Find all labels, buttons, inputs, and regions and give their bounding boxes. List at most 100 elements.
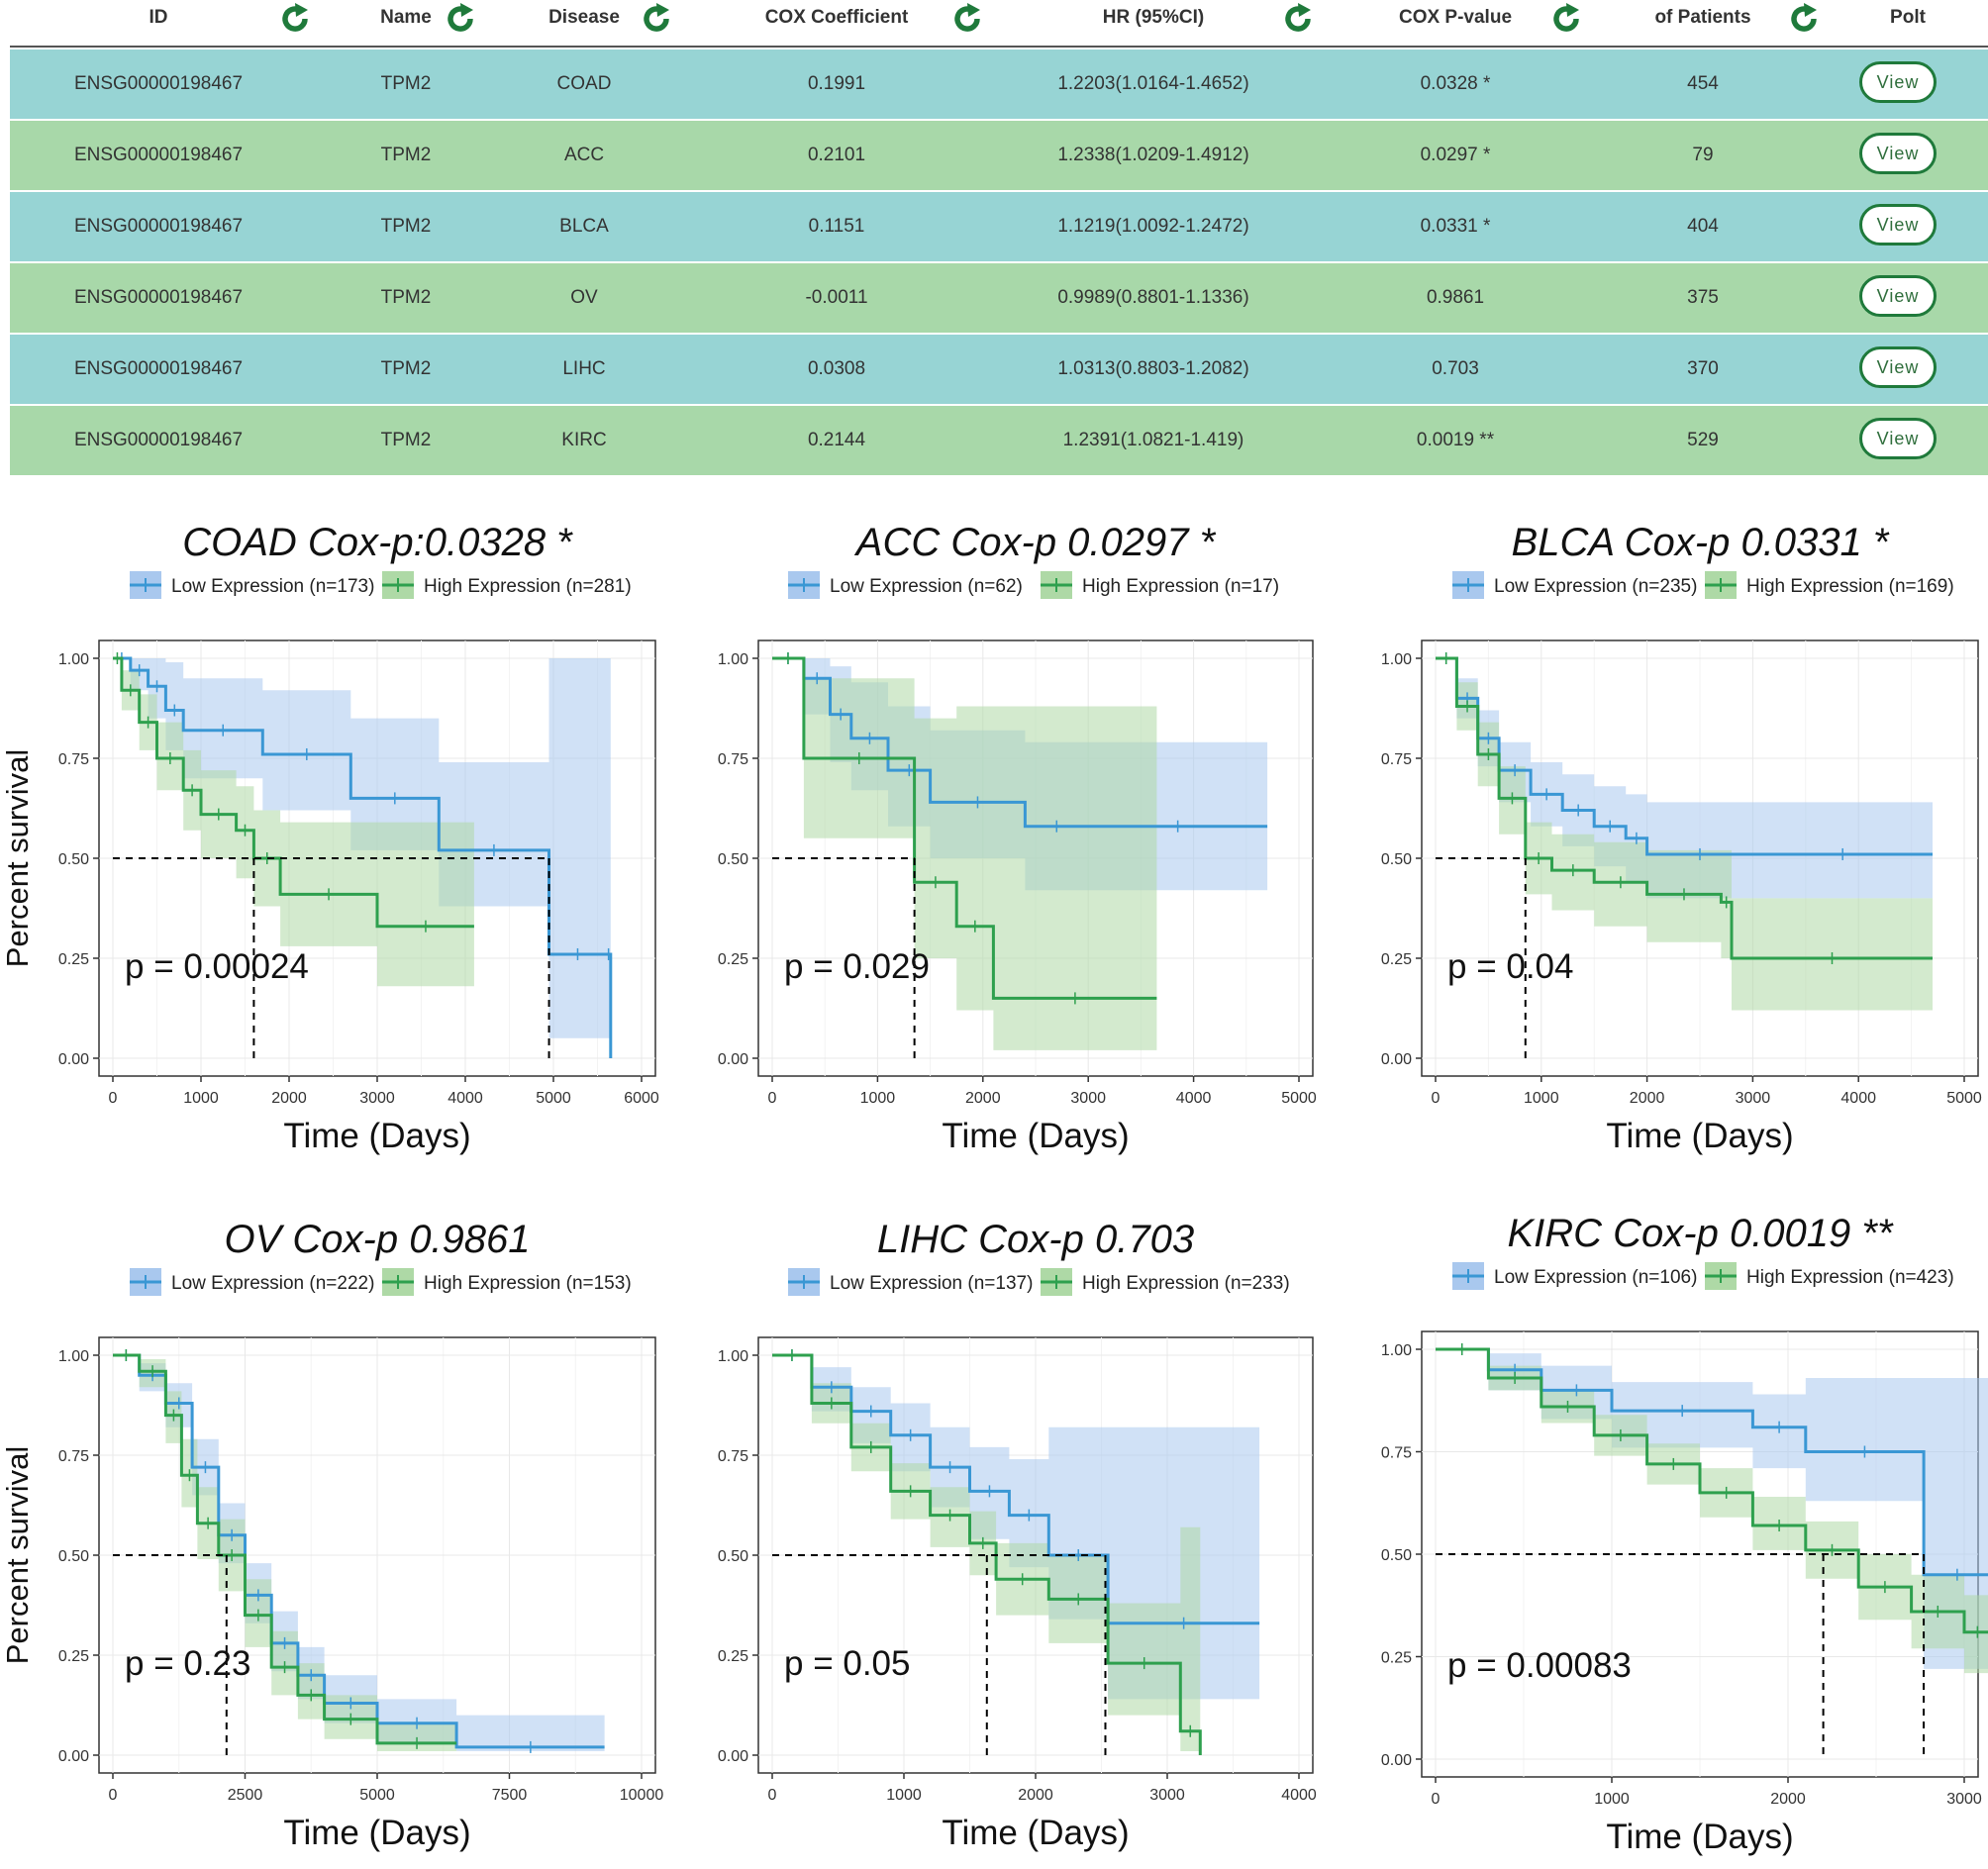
x-axis-label: Time (Days) — [283, 1117, 470, 1155]
y-tick-label: 0.25 — [718, 1648, 748, 1665]
view-plot-button[interactable]: View — [1859, 133, 1937, 174]
x-tick-label: 7500 — [492, 1787, 528, 1804]
header-patients[interactable]: of Patients — [1654, 7, 1751, 28]
cell-cox-p-value: 0.0331 * — [1420, 216, 1491, 237]
legend-label[interactable]: Low Expression (n=235) — [1494, 576, 1697, 597]
p-value-label: p = 0.23 — [125, 1644, 250, 1683]
survival-chart: BLCA Cox-p 0.0331 * Low Expression (n=235… — [1323, 510, 1982, 1180]
x-tick-label: 0 — [1432, 1090, 1441, 1107]
x-tick-label: 1000 — [183, 1090, 219, 1107]
y-tick-label: 0.75 — [58, 751, 89, 768]
legend-label[interactable]: High Expression (n=153) — [424, 1273, 632, 1294]
confidence-band — [1436, 1349, 1988, 1674]
cell-hr: 1.0313(0.8803-1.2082) — [1057, 358, 1249, 379]
x-tick-label: 5000 — [1281, 1090, 1317, 1107]
y-tick-label: 0.50 — [58, 1548, 89, 1565]
x-tick-label: 0 — [109, 1787, 118, 1804]
cell-cox-coefficient: 0.2101 — [807, 145, 866, 165]
y-tick-label: 0.75 — [718, 1448, 748, 1465]
chart-svg: KIRC Cox-p 0.0019 ** Low Expression (n=10… — [1381, 1212, 1988, 1856]
legend-label[interactable]: Low Expression (n=173) — [171, 576, 374, 597]
p-value-label: p = 0.00024 — [125, 947, 309, 986]
y-tick-label: 0.50 — [1381, 1547, 1412, 1564]
survival-curve — [113, 656, 474, 929]
view-plot-button[interactable]: View — [1859, 275, 1937, 317]
cell-patients: 404 — [1687, 216, 1719, 237]
table-row: ENSG00000198467 TPM2 ACC 0.2101 1.2338(1.020… — [10, 121, 1988, 190]
chart-svg: OV Cox-p 0.9861 Low Expression (n=222) Hig… — [0, 1218, 663, 1852]
x-axis-label: Time (Days) — [1606, 1818, 1793, 1856]
legend-label[interactable]: Low Expression (n=137) — [830, 1273, 1033, 1294]
x-tick-label: 2000 — [1018, 1787, 1053, 1804]
x-tick-label: 4000 — [1281, 1787, 1317, 1804]
x-tick-label: 1000 — [860, 1090, 896, 1107]
legend-label[interactable]: High Expression (n=17) — [1082, 576, 1279, 597]
legend-label[interactable]: Low Expression (n=222) — [171, 1273, 374, 1294]
confidence-band — [772, 658, 1157, 1050]
refresh-icon[interactable] — [1787, 2, 1821, 36]
y-tick-label: 1.00 — [58, 1348, 89, 1365]
x-tick-label: 2000 — [1770, 1791, 1806, 1808]
x-tick-label: 6000 — [624, 1090, 659, 1107]
cell-name: TPM2 — [380, 216, 432, 237]
header-id[interactable]: ID — [149, 7, 168, 28]
view-plot-button[interactable]: View — [1859, 346, 1937, 388]
legend-label[interactable]: Low Expression (n=62) — [830, 576, 1023, 597]
y-tick-label: 0.00 — [58, 1748, 89, 1765]
cell-name: TPM2 — [380, 287, 432, 308]
y-tick-label: 0.00 — [1381, 1752, 1412, 1769]
cell-hr: 1.2391(1.0821-1.419) — [1062, 430, 1244, 450]
y-tick-label: 0.75 — [58, 1448, 89, 1465]
x-tick-label: 1000 — [1594, 1791, 1630, 1808]
cell-cox-coefficient: 0.0308 — [807, 358, 866, 379]
header-cox-p-value[interactable]: COX P-value — [1398, 7, 1513, 28]
refresh-icon[interactable] — [640, 2, 673, 36]
cell-cox-p-value: 0.0328 * — [1420, 73, 1491, 94]
refresh-icon[interactable] — [1281, 2, 1315, 36]
survival-chart: ACC Cox-p 0.0297 * Low Expression (n=62) H… — [661, 510, 1317, 1180]
legend-label[interactable]: Low Expression (n=106) — [1494, 1267, 1697, 1288]
cell-disease: KIRC — [561, 430, 607, 450]
cell-patients: 375 — [1687, 287, 1719, 308]
x-tick-label: 4000 — [447, 1090, 483, 1107]
confidence-band — [772, 1355, 1201, 1751]
x-tick-label: 2000 — [271, 1090, 307, 1107]
cell-disease: OV — [570, 287, 598, 308]
p-value-label: p = 0.029 — [784, 947, 930, 986]
refresh-icon[interactable] — [444, 2, 477, 36]
cell-hr: 1.2203(1.0164-1.4652) — [1057, 73, 1249, 94]
legend-label[interactable]: High Expression (n=169) — [1746, 576, 1954, 597]
refresh-icon[interactable] — [950, 2, 984, 36]
header-cox-coefficient[interactable]: COX Coefficient — [764, 7, 909, 28]
p-value-label: p = 0.00083 — [1447, 1646, 1632, 1685]
legend-label[interactable]: High Expression (n=281) — [424, 576, 632, 597]
view-plot-button[interactable]: View — [1859, 418, 1937, 459]
cell-id: ENSG00000198467 — [73, 145, 244, 165]
confidence-band — [1436, 1349, 1988, 1669]
refresh-icon[interactable] — [278, 2, 312, 36]
cell-cox-coefficient: -0.0011 — [805, 287, 868, 308]
cell-name: TPM2 — [380, 73, 432, 94]
legend-label[interactable]: High Expression (n=233) — [1082, 1273, 1290, 1294]
cell-name: TPM2 — [380, 145, 432, 165]
table-row: ENSG00000198467 TPM2 COAD 0.1991 1.2203(1.01… — [10, 49, 1988, 119]
x-tick-label: 0 — [768, 1787, 777, 1804]
header-hr[interactable]: HR (95%CI) — [1102, 7, 1205, 28]
y-tick-label: 0.50 — [718, 851, 748, 868]
y-tick-label: 1.00 — [58, 651, 89, 668]
view-plot-button[interactable]: View — [1859, 204, 1937, 246]
cell-id: ENSG00000198467 — [73, 287, 244, 308]
header-disease[interactable]: Disease — [548, 7, 620, 28]
x-tick-label: 4000 — [1840, 1090, 1876, 1107]
refresh-icon[interactable] — [1549, 2, 1583, 36]
x-tick-label: 5000 — [359, 1787, 395, 1804]
header-name[interactable]: Name — [380, 7, 432, 28]
legend-label[interactable]: High Expression (n=423) — [1746, 1267, 1954, 1288]
chart-title: KIRC Cox-p 0.0019 ** — [1507, 1212, 1894, 1255]
y-tick-label: 1.00 — [718, 1348, 748, 1365]
cell-patients: 370 — [1687, 358, 1719, 379]
view-plot-button[interactable]: View — [1859, 61, 1937, 103]
cell-cox-coefficient: 0.2144 — [807, 430, 866, 450]
y-tick-label: 0.25 — [1381, 1650, 1412, 1667]
x-tick-label: 5000 — [536, 1090, 571, 1107]
